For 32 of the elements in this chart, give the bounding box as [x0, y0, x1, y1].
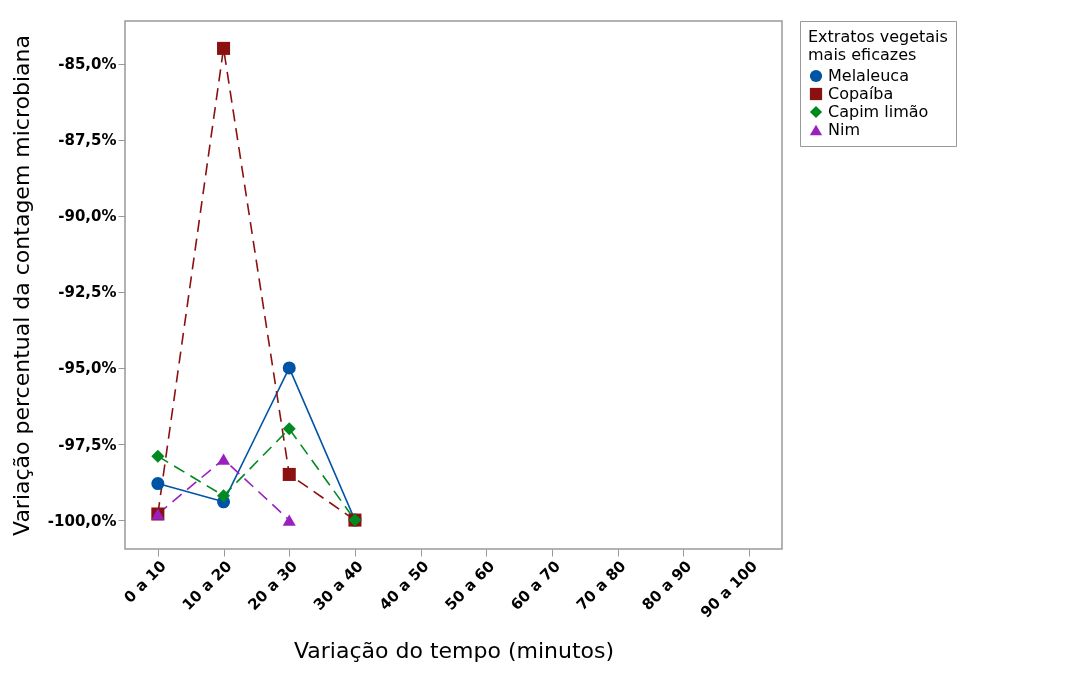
legend-label: Copaíba	[828, 84, 894, 103]
legend-title: Extratos vegetais mais eficazes	[808, 27, 948, 64]
point	[282, 467, 296, 481]
legend-label: Capim limão	[828, 102, 929, 121]
x-tick-label: 20 a 30	[244, 557, 302, 614]
y-axis-title: Variação percentual da contagem microbiana	[8, 35, 34, 536]
point	[151, 449, 165, 463]
y-tick-label: -85,0%	[58, 55, 117, 74]
point	[282, 514, 296, 526]
x-tick-label: 70 a 80	[572, 557, 630, 614]
legend-label: Nim	[828, 120, 860, 139]
x-tick-label: 30 a 40	[309, 557, 367, 614]
y-tick-label: -95,0%	[58, 359, 117, 378]
y-tick-label: -100,0%	[47, 511, 117, 530]
y-tick-label: -90,0%	[58, 207, 117, 226]
x-tick-label: 50 a 60	[441, 557, 499, 614]
x-tick-label: 10 a 20	[178, 557, 236, 614]
point	[217, 453, 231, 465]
point	[282, 422, 296, 436]
y-tick-label: -87,5%	[58, 131, 117, 150]
point	[217, 41, 231, 55]
point	[151, 477, 165, 491]
y-tick-label: -92,5%	[58, 283, 117, 302]
x-tick-label: 0 a 10	[120, 557, 170, 607]
x-axis-title: Variação do tempo (minutos)	[293, 637, 615, 663]
legend-label: Melaleuca	[828, 66, 909, 85]
x-tick-label: 40 a 50	[375, 557, 433, 614]
point	[282, 361, 296, 375]
point	[217, 489, 231, 503]
y-tick-label: -97,5%	[58, 435, 117, 454]
x-tick-label: 60 a 70	[507, 557, 564, 614]
x-tick-label: 80 a 90	[638, 557, 696, 614]
